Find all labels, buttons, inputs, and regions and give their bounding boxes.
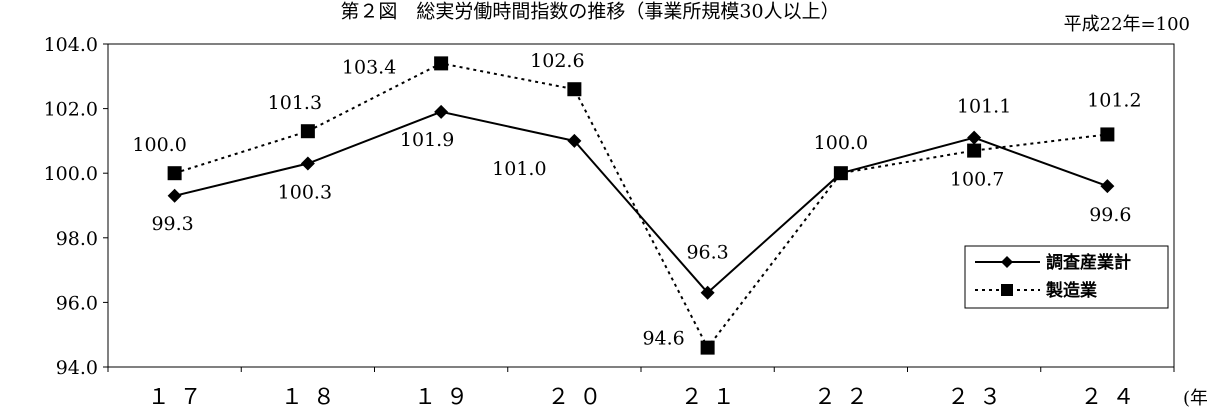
x-tick-label: １９ [414,385,478,410]
legend-marker-square [1001,284,1013,296]
data-point-diamond [700,285,715,300]
data-point-diamond [300,156,315,171]
legend-label-1: 調査産業計 [1046,252,1131,273]
x-tick-label: ２２ [814,385,878,410]
x-tick-label: ２０ [547,385,611,410]
base-note: 平成22年=100 [1064,14,1190,35]
y-tick-label: 104.0 [44,34,98,56]
data-point-square [300,124,315,139]
x-tick-label: １７ [148,385,212,410]
data-point-diamond [833,166,848,181]
data-label: 99.6 [1089,204,1131,226]
legend: 調査産業計 製造業 [964,245,1169,309]
legend-marker-diamond [1001,256,1013,268]
data-point-square [967,143,982,158]
x-axis-unit: (年) [1183,388,1207,409]
data-label: 96.3 [686,242,728,264]
data-point-square [567,82,582,97]
legend-box [964,245,1169,309]
data-label: 101.3 [268,92,322,114]
legend-label-2: 製造業 [1045,280,1097,301]
x-tick-label: ２４ [1080,385,1144,410]
data-label: 101.0 [492,158,546,180]
data-point-diamond [567,133,582,148]
data-label: 100.7 [950,169,1004,191]
data-point-square [434,56,449,71]
y-tick-label: 98.0 [56,228,98,250]
data-label: 99.3 [151,213,193,235]
y-tick-label: 94.0 [56,357,98,379]
x-tick-label: ２１ [681,385,745,410]
y-tick-label: 100.0 [44,163,98,185]
data-label: 100.0 [132,134,186,156]
data-label: 101.2 [1087,89,1141,111]
y-tick-label: 102.0 [44,99,98,121]
data-label: 100.0 [814,132,868,154]
data-point-square [700,340,715,355]
data-label: 102.6 [530,50,584,72]
data-point-diamond [434,104,449,119]
data-label: 101.1 [957,96,1011,118]
y-tick-label: 96.0 [56,292,98,314]
data-point-square [167,166,182,181]
data-label: 94.6 [642,328,684,350]
series-line-1 [174,110,1108,295]
x-tick-label: ２３ [947,385,1011,410]
data-point-diamond [1100,179,1115,194]
x-tick-label: １８ [281,385,345,410]
data-label: 101.9 [400,129,454,151]
data-label: 103.4 [342,56,396,78]
chart-title: 第２図 総実労働時間指数の推移（事業所規模30人以上） [340,1,839,23]
data-label: 100.3 [278,182,332,204]
data-point-diamond [967,130,982,145]
data-point-square [1100,127,1115,142]
data-point-diamond [167,188,182,203]
